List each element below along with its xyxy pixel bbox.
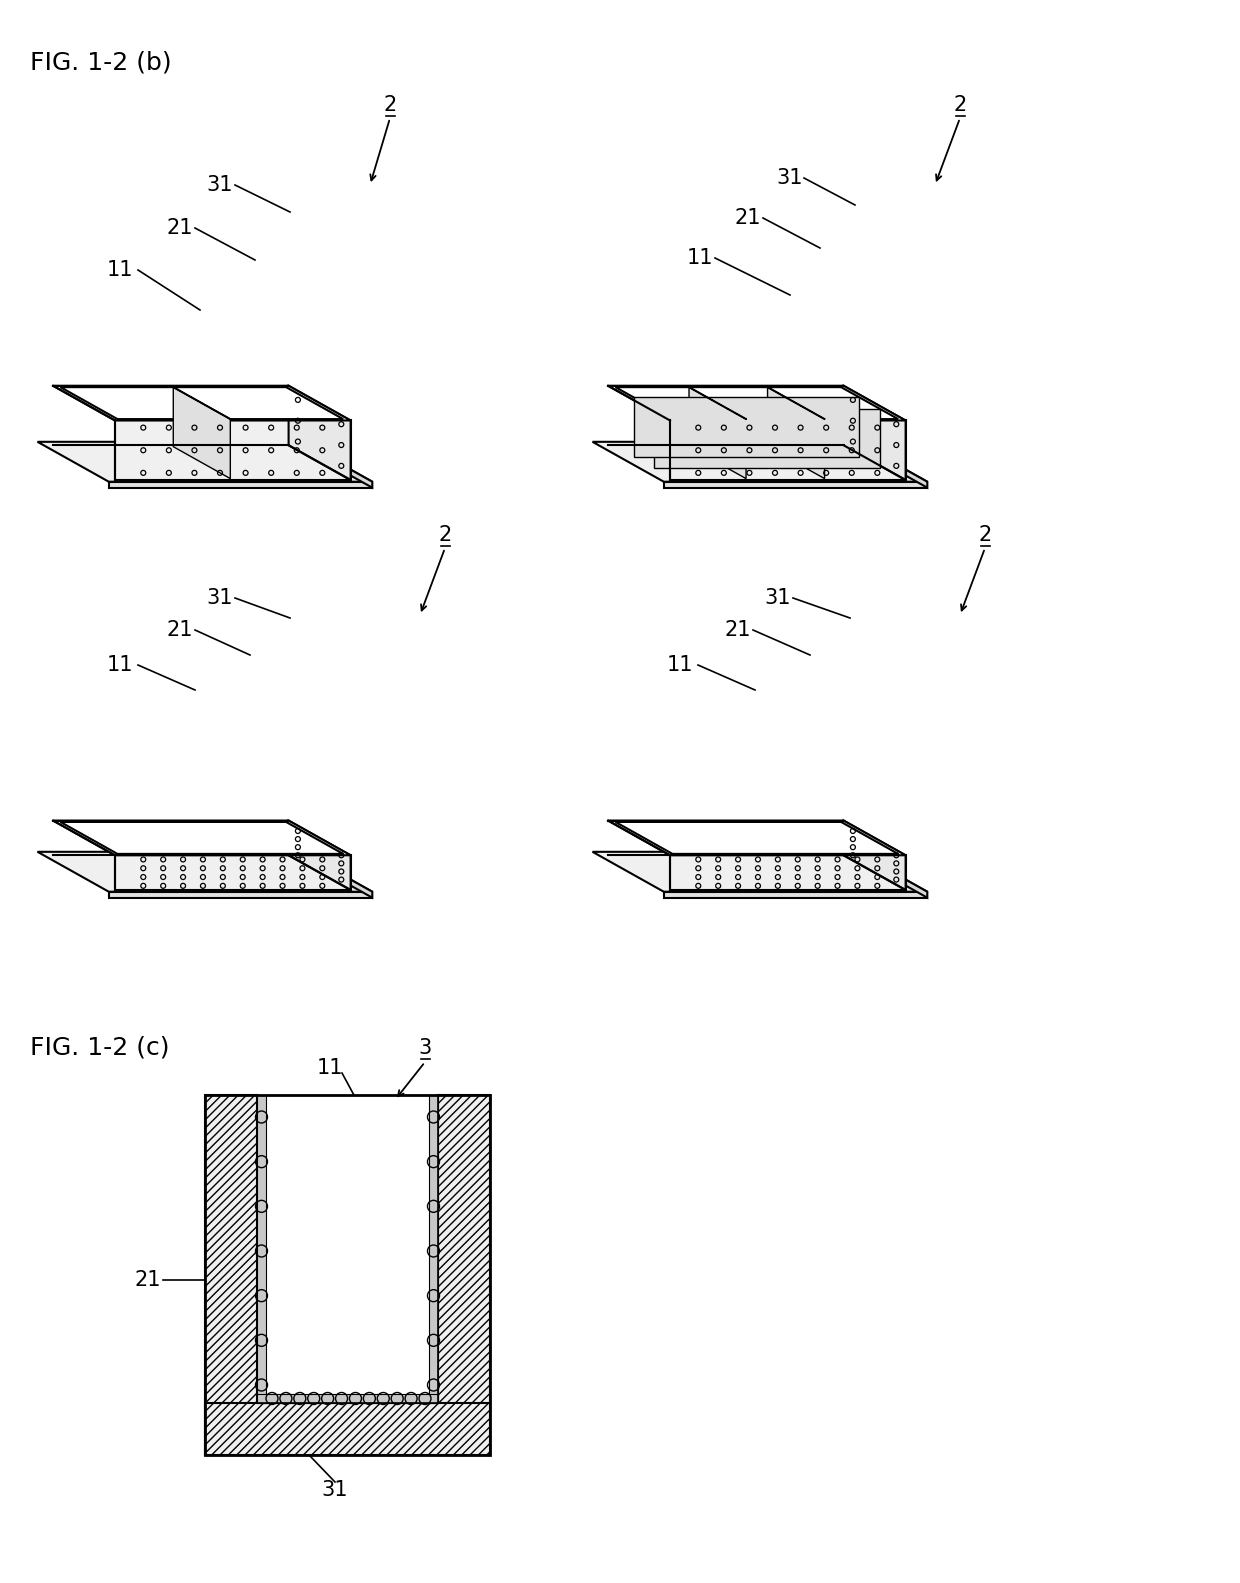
- Polygon shape: [109, 891, 372, 898]
- Polygon shape: [172, 388, 231, 419]
- Polygon shape: [843, 820, 905, 890]
- Text: 2: 2: [383, 95, 397, 116]
- Text: 21: 21: [735, 207, 761, 228]
- Text: 2: 2: [439, 526, 451, 545]
- Polygon shape: [301, 852, 372, 898]
- Text: 11: 11: [107, 260, 133, 280]
- Text: FIG. 1-2 (b): FIG. 1-2 (b): [30, 51, 171, 74]
- Polygon shape: [37, 442, 372, 481]
- Polygon shape: [61, 388, 343, 419]
- Polygon shape: [856, 852, 928, 898]
- Bar: [429, 1095, 438, 1403]
- Polygon shape: [53, 820, 351, 855]
- Polygon shape: [615, 822, 898, 853]
- Polygon shape: [615, 388, 898, 419]
- Polygon shape: [856, 442, 928, 488]
- Polygon shape: [289, 386, 351, 480]
- Polygon shape: [766, 388, 825, 419]
- Bar: [257, 1095, 267, 1403]
- Polygon shape: [634, 397, 859, 457]
- Polygon shape: [115, 855, 351, 890]
- Polygon shape: [768, 388, 825, 478]
- Text: 31: 31: [207, 587, 233, 608]
- Bar: [438, 1095, 490, 1455]
- Text: 3: 3: [418, 1038, 432, 1057]
- Polygon shape: [670, 421, 905, 480]
- Polygon shape: [593, 852, 928, 891]
- Text: 2: 2: [954, 95, 967, 116]
- Text: 31: 31: [765, 587, 791, 608]
- Bar: [205, 1095, 257, 1455]
- Text: 31: 31: [207, 176, 233, 195]
- Text: 11: 11: [667, 655, 693, 674]
- Text: 21: 21: [724, 621, 751, 640]
- Polygon shape: [109, 481, 372, 488]
- Polygon shape: [688, 388, 746, 419]
- Text: 31: 31: [321, 1480, 348, 1501]
- Polygon shape: [61, 822, 343, 853]
- Polygon shape: [289, 820, 351, 890]
- Polygon shape: [608, 820, 905, 855]
- Text: 11: 11: [316, 1057, 343, 1078]
- Text: 11: 11: [687, 249, 713, 268]
- Polygon shape: [670, 855, 905, 890]
- Polygon shape: [115, 421, 351, 480]
- Polygon shape: [593, 442, 928, 481]
- Bar: [205, 1403, 490, 1455]
- Polygon shape: [843, 386, 905, 480]
- Text: 21: 21: [135, 1270, 161, 1290]
- Polygon shape: [174, 388, 231, 478]
- Text: 21: 21: [166, 218, 193, 237]
- Polygon shape: [655, 408, 880, 469]
- Text: FIG. 1-2 (c): FIG. 1-2 (c): [30, 1035, 170, 1059]
- Bar: [205, 1095, 490, 1455]
- Polygon shape: [689, 388, 746, 478]
- Bar: [257, 1095, 438, 1403]
- Polygon shape: [301, 442, 372, 488]
- Text: 2: 2: [978, 526, 992, 545]
- Polygon shape: [53, 386, 351, 421]
- Polygon shape: [37, 852, 372, 891]
- Polygon shape: [663, 891, 928, 898]
- Text: 21: 21: [166, 621, 193, 640]
- Text: 31: 31: [776, 168, 804, 188]
- Text: 11: 11: [107, 655, 133, 674]
- Polygon shape: [608, 386, 905, 421]
- Bar: [257, 1395, 438, 1403]
- Polygon shape: [663, 481, 928, 488]
